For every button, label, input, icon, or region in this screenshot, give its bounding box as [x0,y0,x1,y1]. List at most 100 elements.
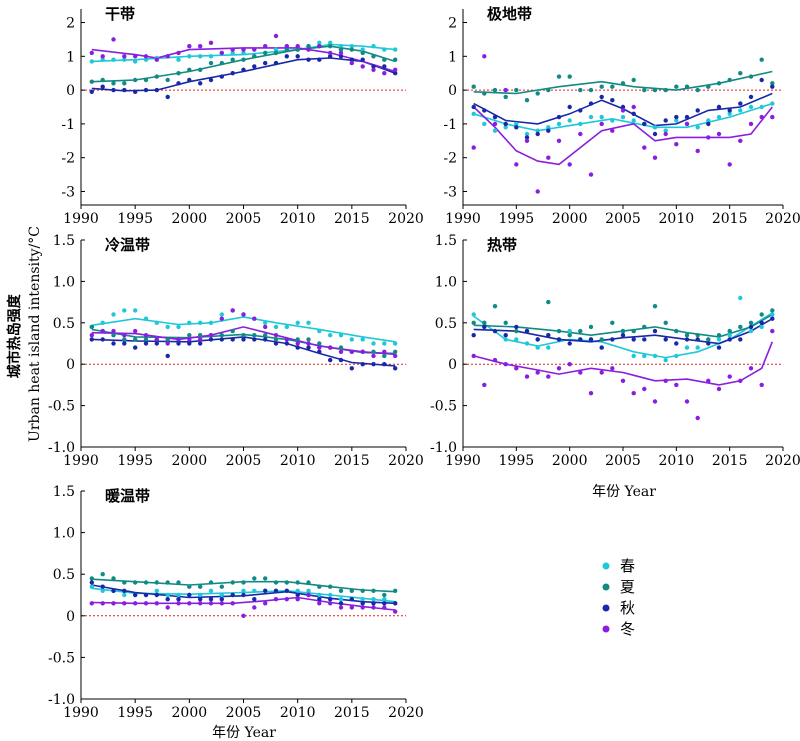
data-point [100,77,105,83]
data-point [306,337,311,342]
data-point [546,374,551,379]
data-point [482,91,487,96]
data-point [471,104,476,110]
data-point [674,142,679,147]
data-point [284,597,289,602]
legend-marker-3 [602,604,610,612]
data-point [317,328,322,334]
data-point [599,94,604,100]
y-tick-label: 2 [448,16,457,32]
data-point [143,580,149,585]
data-point [122,592,127,598]
data-point [317,40,322,45]
data-point [241,57,246,62]
data-point [133,59,138,64]
data-point [273,588,279,593]
data-point [165,592,170,598]
data-point [382,71,387,76]
x-tick-label: 2010 [280,705,316,721]
data-point [546,299,551,305]
data-point [273,341,279,346]
data-point [187,601,192,606]
data-point [328,54,333,59]
data-point [759,312,764,317]
data-point [393,366,398,371]
data-point [588,337,594,342]
x-tick-label: 2015 [334,453,370,469]
data-point [208,588,214,593]
data-point [503,337,508,342]
data-point [241,50,246,56]
data-point [471,353,476,359]
data-point [663,118,668,123]
data-point [143,337,149,342]
data-point [759,114,764,120]
y-tick-label: 0 [66,609,75,625]
data-point [620,81,626,86]
data-point [122,81,127,86]
data-point [284,337,289,342]
data-point [360,57,365,62]
data-point [393,57,398,62]
data-point [154,601,159,606]
data-point [273,50,279,56]
data-point [338,605,344,610]
y-tick-label: 1.5 [53,484,75,500]
data-point [360,605,365,610]
data-point [770,328,775,334]
data-point [349,47,354,52]
data-point [360,64,365,69]
legend-marker-4 [602,625,610,633]
data-point [738,108,743,113]
data-point [695,148,700,154]
data-point [122,580,127,585]
data-point [546,87,551,93]
data-point [716,337,722,342]
x-tick-label: 2005 [226,705,262,721]
data-point [610,128,615,133]
data-point [371,353,376,359]
data-point [165,580,170,585]
data-point [187,54,192,59]
data-point [122,337,127,342]
data-point [631,77,636,83]
data-point [133,592,138,598]
data-point [273,597,279,602]
x-tick-label: 1995 [117,211,153,227]
data-point [695,337,700,342]
data-point [89,601,95,606]
y-tick-label: 1.5 [435,233,457,249]
data-point [503,333,508,338]
data-point [230,71,235,76]
y-tick-label: 0 [448,83,457,99]
data-point [514,87,519,93]
data-point [503,125,508,130]
data-point [89,59,95,64]
x-tick-label: 2015 [334,211,370,227]
data-point [338,333,344,338]
data-point [524,341,530,346]
data-point [631,118,636,123]
data-point [284,54,289,59]
data-point [219,316,224,321]
data-point [556,121,562,127]
data-point [295,597,300,602]
data-point [535,131,540,137]
data-point [230,580,235,585]
data-point [482,108,487,113]
x-axis-label-right: 年份 Year [592,484,656,500]
data-point [219,592,224,598]
data-point [143,592,149,598]
data-point [349,337,354,342]
data-point [252,576,257,581]
data-point [208,60,214,66]
data-point [393,353,398,359]
data-point [252,64,257,69]
data-point [219,601,224,606]
data-point [471,333,476,338]
data-point [371,362,376,367]
data-point [663,378,668,383]
data-point [230,601,235,606]
data-point [652,304,658,309]
data-point [578,121,583,127]
